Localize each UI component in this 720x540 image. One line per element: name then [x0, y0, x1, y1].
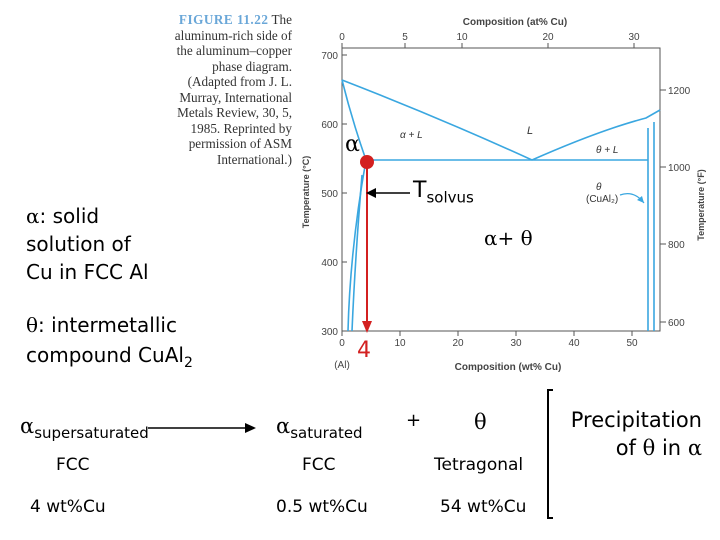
precipitation-bracket [547, 389, 553, 519]
caption-line: permission of ASM [188, 136, 292, 151]
right-tick-label: 1000 [668, 163, 691, 174]
caption-line: International.) [216, 151, 292, 167]
note-line: Precipitation [570, 408, 702, 432]
left-axis-label: Temperature (°C) [301, 156, 311, 228]
theta-phase-formula: (CuAl₂) [586, 194, 618, 205]
alpha-def-line: solution of [26, 232, 131, 256]
caption-line: 1985. Reprinted by [190, 120, 292, 136]
bottom-tick-label: 10 [394, 338, 406, 349]
caption-line: phase diagram. [212, 58, 292, 74]
reaction-end-composition: 54 wt%Cu [440, 497, 527, 517]
theta-phase-label: θ [596, 182, 602, 193]
top-tick-label: 20 [542, 32, 554, 43]
alpha-definition: α: solid solution of Cu in FCC Al [26, 202, 149, 286]
alpha-symbol: α [276, 414, 291, 438]
reaction-mid-structure: FCC [302, 455, 336, 475]
solvus [347, 159, 367, 332]
caption-line: aluminum-rich side of [174, 27, 292, 43]
region-l: L [527, 125, 533, 137]
reaction-plus: + [406, 410, 422, 431]
bottom-tick-label: 0 [339, 338, 345, 349]
left-tick-label: 400 [321, 258, 338, 269]
caption-line: The [271, 12, 292, 27]
right-tick-label: 800 [668, 240, 685, 251]
caption-line: (Adapted from J. L. [187, 74, 292, 89]
alpha-def-line: Cu in FCC Al [26, 260, 149, 284]
theta-definition: θ: intermetallic compound CuAl2 [26, 310, 193, 378]
figure-label: FIGURE 11.22 [178, 12, 269, 27]
tsolvus-label: Tsolvus [413, 178, 474, 206]
reaction-start-composition: 4 wt%Cu [30, 497, 106, 517]
reaction-arrowhead [245, 423, 256, 433]
tsolvus-arrowhead [366, 188, 376, 198]
top-axis-label: Composition (at% Cu) [463, 17, 567, 28]
right-axis-label: Temperature (°F) [696, 169, 706, 240]
caption-line: Metals Review, 30, 5, [177, 105, 292, 120]
right-axis-ticks [660, 89, 666, 323]
solvus-lower [351, 174, 363, 332]
left-tick-label: 700 [321, 51, 338, 62]
composition-dot [360, 155, 374, 169]
alpha-label: α [345, 132, 360, 157]
tsolvus-t: T [413, 178, 427, 203]
supersaturated-sub: supersaturated [34, 424, 149, 442]
bottom-tick-label: 20 [452, 338, 464, 349]
alpha-symbol: α [345, 132, 360, 157]
precipitation-note: Precipitation of θ in α [556, 406, 702, 462]
composition-marker-label: 4 [357, 338, 371, 363]
top-tick-label: 0 [339, 32, 345, 43]
reaction-end-structure: Tetragonal [434, 455, 524, 475]
alpha-theta-label: α+ θ [484, 226, 533, 250]
note-word: of [615, 436, 636, 460]
saturated-sub: saturated [290, 424, 363, 442]
bottom-tick-sublabel: (Al) [334, 360, 350, 371]
top-tick-label: 5 [402, 32, 408, 43]
right-tick-label: 1200 [668, 86, 691, 97]
reaction-start: αsupersaturated [20, 414, 149, 442]
left-axis-ticks [342, 54, 347, 332]
top-axis [341, 43, 635, 48]
left-tick-label: 600 [321, 120, 338, 131]
theta-symbol: θ [26, 313, 39, 337]
alpha-def-line: : solid [39, 204, 100, 228]
theta-def-line: compound CuAl [26, 343, 184, 367]
composition-arrowhead [362, 321, 372, 333]
phase-boundaries [341, 79, 661, 332]
theta-pointer-head [637, 196, 644, 203]
top-tick-label: 10 [456, 32, 468, 43]
plot-frame [341, 47, 661, 332]
bottom-tick-label: 50 [626, 338, 638, 349]
region-theta-l: θ + L [596, 145, 618, 156]
note-word: in [661, 436, 682, 460]
theta-symbol: θ [642, 436, 656, 460]
theta-def-subscript: 2 [183, 355, 193, 371]
caption-line: Murray, International [179, 89, 292, 105]
theta-def-line: : intermetallic [38, 313, 177, 337]
solidus [341, 79, 367, 161]
alpha-symbol: α [20, 414, 35, 438]
alpha-symbol: α [687, 436, 702, 460]
bottom-tick-label: 30 [510, 338, 522, 349]
figure-caption: FIGURE 11.22 The aluminum-rich side of t… [160, 12, 292, 167]
bottom-tick-label: 40 [568, 338, 580, 349]
liquidus-left [341, 79, 533, 161]
reaction-mid-composition: 0.5 wt%Cu [276, 497, 368, 517]
tsolvus-sub: solvus [426, 188, 474, 207]
region-alpha-l: α + L [400, 130, 423, 141]
reaction-mid: αsaturated [276, 414, 363, 442]
right-tick-label: 600 [668, 318, 685, 329]
left-tick-label: 300 [321, 327, 338, 338]
top-tick-label: 30 [628, 32, 640, 43]
left-tick-label: 500 [321, 189, 338, 200]
liquidus-right [531, 109, 661, 161]
bottom-axis-ticks [341, 331, 633, 336]
alpha-symbol: α [26, 204, 40, 228]
reaction-start-structure: FCC [56, 455, 90, 475]
bottom-axis-label: Composition (wt% Cu) [455, 362, 562, 373]
caption-line: the aluminum–copper [176, 43, 292, 58]
reaction-end: θ [474, 410, 487, 434]
